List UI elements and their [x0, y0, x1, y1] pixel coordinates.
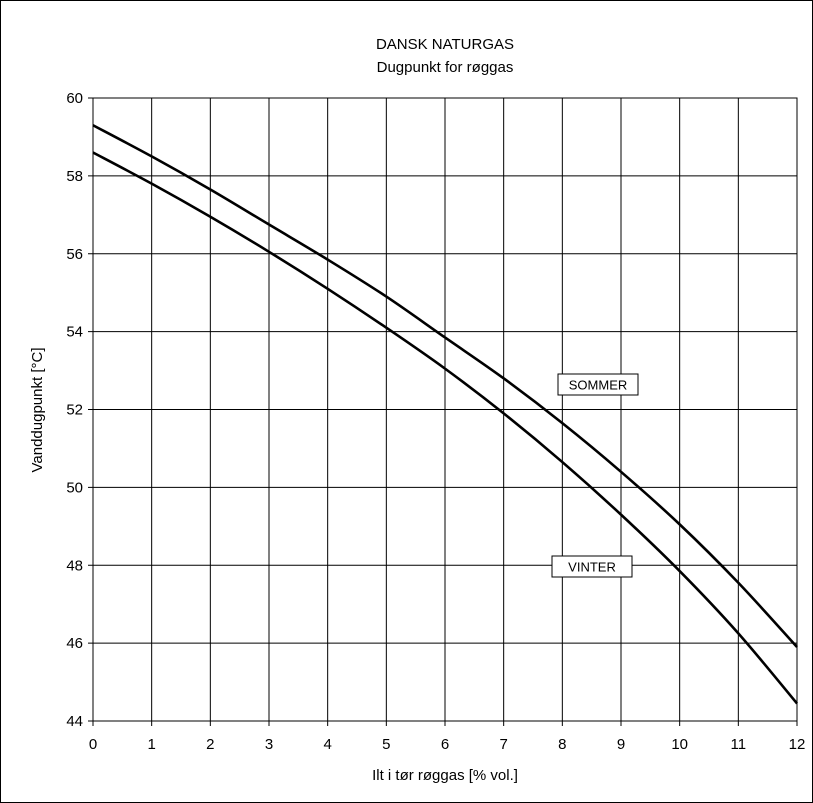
x-tick-label: 7 — [499, 736, 507, 753]
x-tick-label: 5 — [382, 736, 390, 753]
x-tick-label: 12 — [789, 736, 806, 753]
series-label-sommer: SOMMER — [569, 378, 628, 393]
y-tick-label: 56 — [66, 246, 83, 263]
x-tick-label: 11 — [731, 736, 747, 753]
x-tick-label: 2 — [206, 736, 214, 753]
chart-title: DANSK NATURGAS — [376, 36, 514, 53]
x-tick-label: 6 — [441, 736, 449, 753]
y-axis-label: Vanddugpunkt [°C] — [29, 348, 46, 473]
x-axis-label: Ilt i tør røggas [% vol.] — [372, 767, 518, 784]
y-tick-label: 44 — [66, 713, 83, 730]
series-label-vinter: VINTER — [568, 560, 616, 575]
x-tick-label: 9 — [617, 736, 625, 753]
y-tick-label: 58 — [66, 168, 83, 185]
y-tick-label: 60 — [66, 90, 83, 107]
y-tick-label: 52 — [66, 402, 83, 419]
series-labels: SOMMER VINTER — [551, 373, 639, 578]
grid — [88, 97, 798, 726]
y-tick-label: 46 — [66, 635, 83, 652]
series-label-box-vinter — [551, 555, 633, 578]
chart-subtitle: Dugpunkt for røggas — [377, 59, 514, 76]
x-tick-label: 1 — [147, 736, 155, 753]
series-line-vinter — [92, 151, 798, 705]
x-tick-label: 8 — [558, 736, 566, 753]
series-line-sommer — [92, 124, 798, 648]
y-tick-label: 48 — [66, 557, 83, 574]
y-tick-label: 54 — [66, 324, 83, 341]
x-tick-label: 0 — [89, 736, 97, 753]
y-tick-label: 50 — [66, 479, 83, 496]
x-tick-label: 4 — [323, 736, 331, 753]
series-label-box-sommer — [557, 373, 639, 396]
x-tick-label: 3 — [265, 736, 273, 753]
series-lines — [92, 124, 798, 705]
x-tick-label: 10 — [671, 736, 688, 753]
